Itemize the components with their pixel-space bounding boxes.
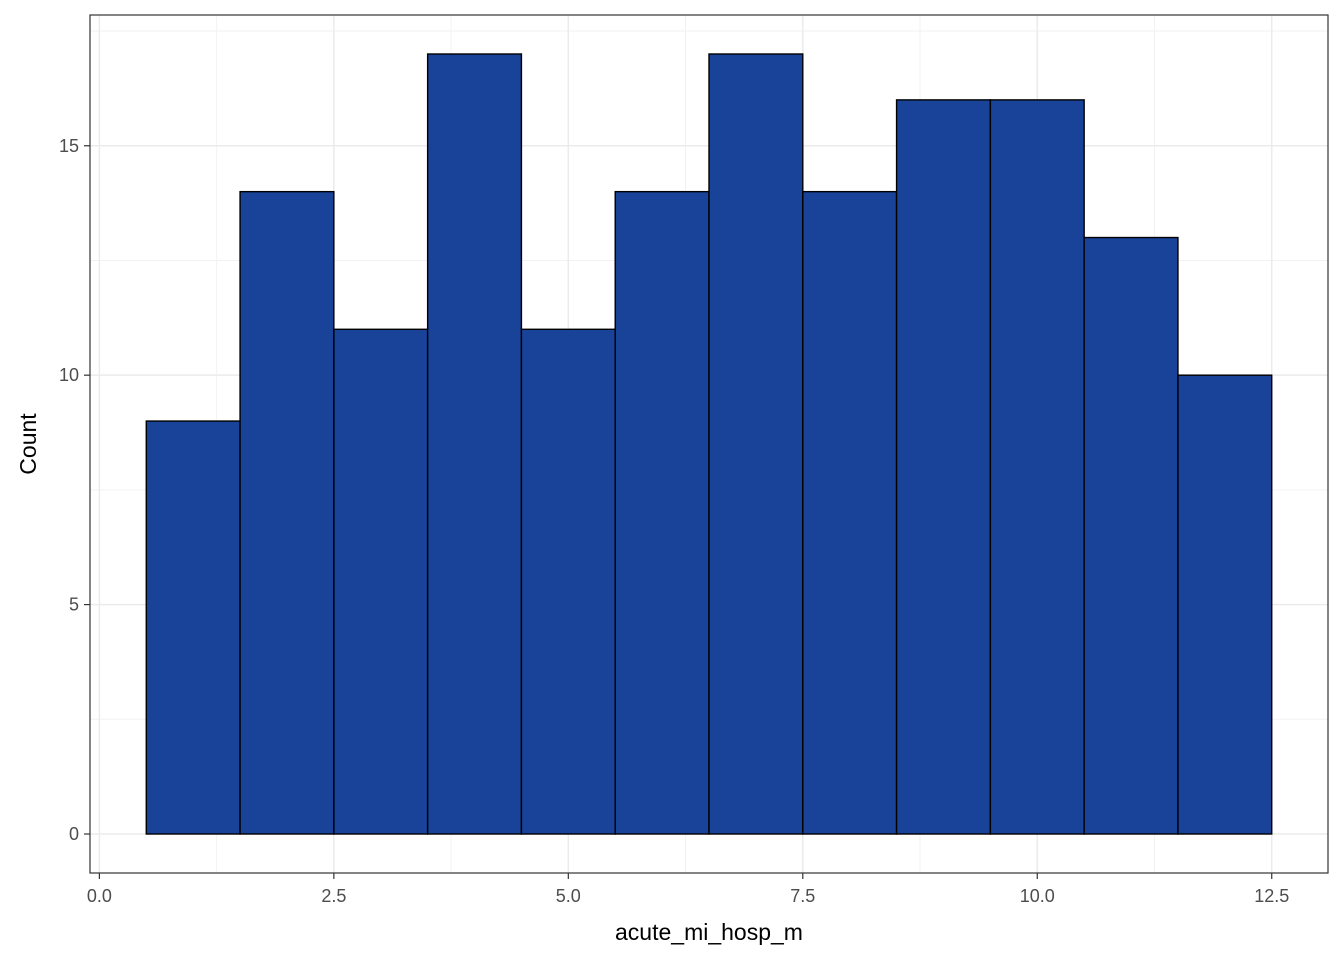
histogram-bar (989, 99, 1085, 835)
x-axis-title: acute_mi_hosp_m (615, 919, 803, 945)
histogram-bar (895, 99, 992, 835)
y-tick-label: 15 (59, 136, 79, 156)
histogram-bar (708, 53, 804, 835)
x-axis-ticks: 0.0 2.5 5.0 7.5 10.0 12.5 (87, 873, 1289, 906)
y-tick-label: 0 (69, 824, 79, 844)
histogram-bar (1083, 236, 1179, 835)
histogram-bar (520, 328, 616, 835)
histogram-bar (1177, 374, 1273, 835)
y-axis-title: Count (15, 413, 41, 475)
x-tick-label: 5.0 (556, 886, 581, 906)
y-tick-label: 10 (59, 365, 79, 385)
x-tick-label: 12.5 (1254, 886, 1289, 906)
histogram-bar (802, 190, 898, 835)
panel-border (89, 14, 1329, 874)
y-axis-ticks: 0 5 10 15 (59, 136, 90, 844)
x-tick-label: 10.0 (1020, 886, 1055, 906)
histogram-bar (614, 190, 710, 835)
histogram-bar (426, 53, 523, 835)
x-tick-label: 2.5 (321, 886, 346, 906)
x-tick-label: 7.5 (790, 886, 815, 906)
histogram-bar (145, 420, 241, 835)
x-tick-label: 0.0 (87, 886, 112, 906)
y-tick-label: 5 (69, 595, 79, 615)
histogram-bar (239, 190, 335, 835)
histogram-bars (145, 53, 1273, 835)
histogram-bar (333, 328, 429, 835)
